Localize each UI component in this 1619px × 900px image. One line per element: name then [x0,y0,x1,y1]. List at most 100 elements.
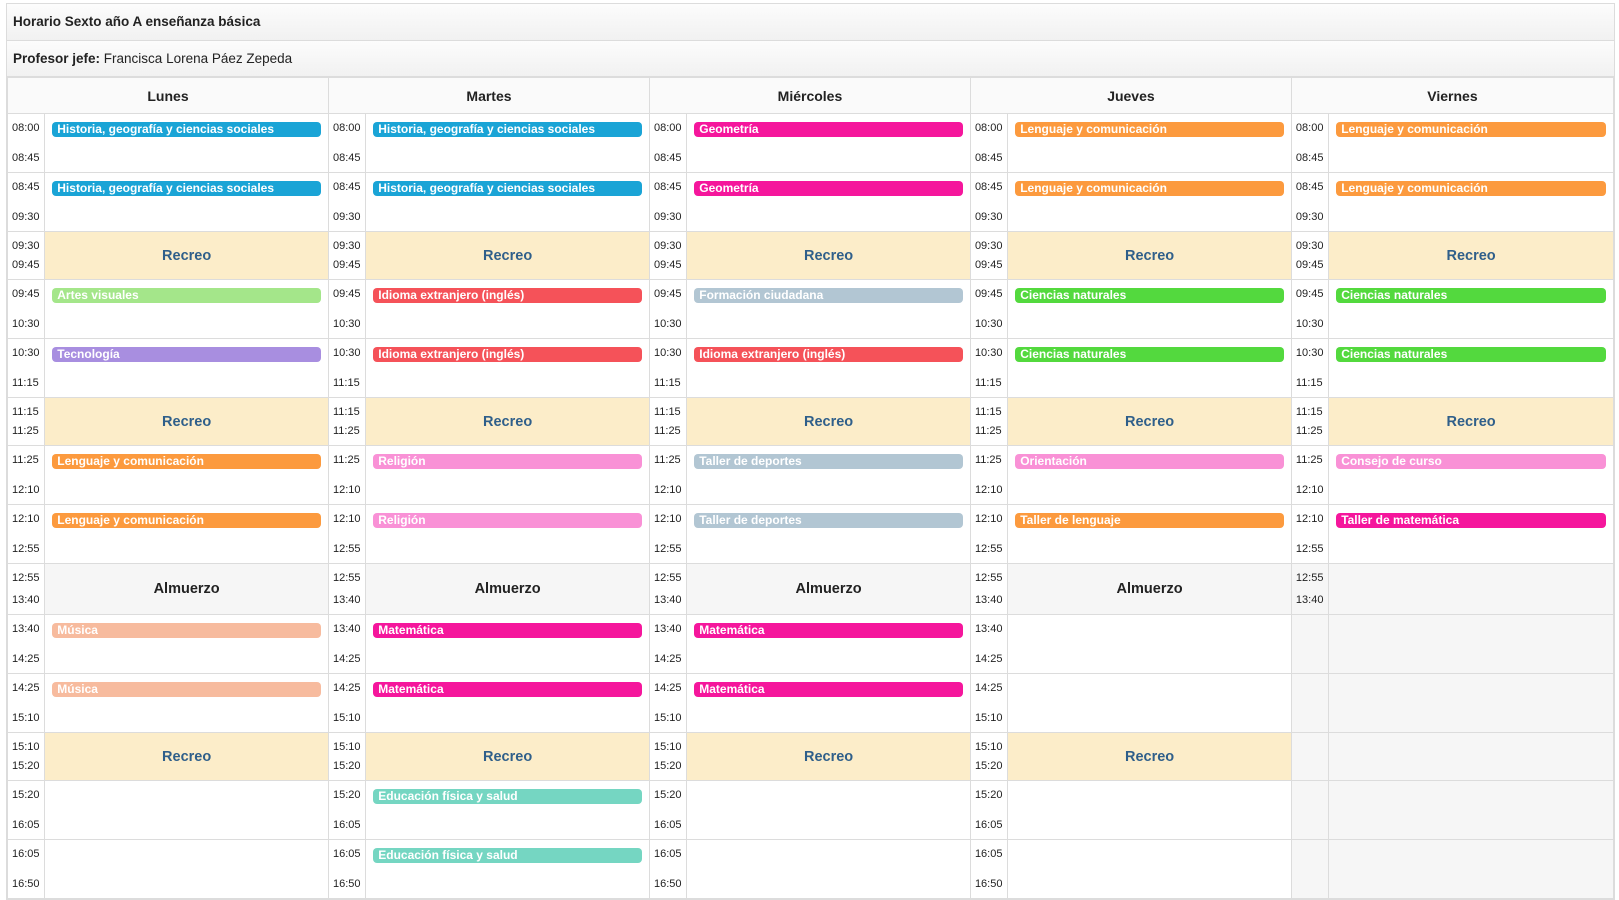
end-time: 12:55 [332,543,361,555]
start-time: 08:45 [974,181,1003,193]
start-time: 09:30 [332,240,361,252]
subject-pill[interactable]: Orientación [1015,454,1284,469]
time-cell: 08:00 08:45 [327,113,367,173]
subject-pill[interactable]: Idioma extranjero (inglés) [373,347,642,362]
start-time: 09:30 [653,240,682,252]
end-time: 12:55 [12,543,40,555]
subject-pill[interactable]: Música [52,623,321,638]
subject-pill[interactable]: Religión [373,454,642,469]
start-time: 09:30 [974,240,1003,252]
subject-pill[interactable]: Lenguaje y comunicación [52,454,321,469]
subject-pill[interactable]: Taller de matemática [1336,513,1606,528]
subject-pill[interactable]: Geometría [694,122,963,137]
subject-pill[interactable]: Historia, geografía y ciencias sociales [52,181,321,196]
subject-pill[interactable]: Tecnología [52,347,321,362]
start-time: 10:30 [974,347,1003,359]
subject-pill[interactable]: Lenguaje y comunicación [52,513,321,528]
end-time: 16:05 [12,819,40,831]
start-time: 12:55 [332,572,361,584]
end-time: 11:15 [12,377,39,389]
start-time: 15:10 [332,741,361,753]
subject-pill[interactable]: Taller de deportes [694,513,963,528]
schedule-row: 12:10 12:55 Lenguaje y comunicación 12:10 12… [6,504,1614,564]
end-time: 09:30 [332,211,361,223]
subject-pill[interactable]: Artes visuales [52,288,321,303]
time-cell: 11:15 11:25 [1290,397,1330,446]
class-cell: Taller de matemática [1328,504,1614,564]
start-time: 12:55 [1295,572,1324,584]
time-cell: 14:25 15:10 [327,673,367,733]
class-cell: Historia, geografía y ciencias sociales [365,113,650,173]
start-time: 11:25 [974,454,1002,466]
break-cell: Recreo [44,231,329,280]
subject-pill[interactable]: Historia, geografía y ciencias sociales [373,181,642,196]
end-time: 09:45 [12,259,40,271]
end-time: 09:30 [653,211,682,223]
start-time: 11:15 [12,406,39,418]
empty-cell [44,839,329,899]
subject-pill[interactable]: Taller de lenguaje [1015,513,1284,528]
subject-pill[interactable]: Lenguaje y comunicación [1336,122,1606,137]
subject-pill[interactable]: Idioma extranjero (inglés) [694,347,963,362]
start-time: 12:10 [332,513,361,525]
end-time: 13:40 [653,594,682,606]
teacher-line: Profesor jefe: Francisca Lorena Páez Zep… [7,41,1614,77]
start-time: 15:20 [12,789,40,801]
start-time: 08:45 [653,181,682,193]
time-cell: 09:45 10:30 [969,279,1009,339]
subject-pill[interactable]: Educación física y salud [373,789,642,804]
end-time: 15:20 [332,760,361,772]
subject-pill[interactable]: Taller de deportes [694,454,963,469]
class-cell: Matemática [686,614,971,674]
time-cell [1290,673,1330,733]
subject-pill[interactable]: Historia, geografía y ciencias sociales [52,122,321,137]
subject-pill[interactable]: Ciencias naturales [1015,347,1284,362]
class-cell: Orientación [1007,445,1292,505]
time-cell: 16:05 16:50 [648,839,688,899]
time-cell [1290,614,1330,674]
subject-pill[interactable]: Ciencias naturales [1336,347,1606,362]
subject-pill[interactable]: Ciencias naturales [1336,288,1606,303]
schedule-row: 08:00 08:45 Historia, geografía y ciencias… [6,113,1614,173]
subject-pill[interactable]: Lenguaje y comunicación [1015,181,1284,196]
subject-pill[interactable]: Geometría [694,181,963,196]
subject-pill[interactable]: Matemática [373,682,642,697]
subject-pill[interactable]: Lenguaje y comunicación [1336,181,1606,196]
end-time: 12:55 [653,543,682,555]
start-time: 08:00 [1295,122,1324,134]
subject-pill[interactable]: Consejo de curso [1336,454,1606,469]
teacher-label: Profesor jefe: [13,51,101,66]
break-cell: Recreo [1007,732,1292,781]
end-time: 10:30 [1295,318,1324,330]
subject-pill[interactable]: Lenguaje y comunicación [1015,122,1284,137]
subject-pill[interactable]: Historia, geografía y ciencias sociales [373,122,642,137]
day-header-jueves: Jueves [969,77,1292,114]
subject-pill[interactable]: Matemática [694,682,963,697]
class-cell: Formación ciudadana [686,279,971,339]
class-cell: Matemática [365,673,650,733]
subject-pill[interactable]: Formación ciudadana [694,288,963,303]
time-cell: 15:20 16:05 [6,780,46,840]
end-time: 16:05 [653,819,682,831]
time-cell: 08:45 09:30 [1290,172,1330,232]
time-cell: 15:10 15:20 [6,732,46,781]
subject-pill[interactable]: Religión [373,513,642,528]
time-cell [1290,732,1330,781]
time-cell: 10:30 11:15 [327,338,367,398]
end-time: 13:40 [12,594,40,606]
end-time: 12:10 [974,484,1003,496]
subject-pill[interactable]: Música [52,682,321,697]
subject-pill[interactable]: Matemática [694,623,963,638]
subject-pill[interactable]: Idioma extranjero (inglés) [373,288,642,303]
end-time: 12:55 [1295,543,1324,555]
break-cell: Recreo [686,231,971,280]
subject-pill[interactable]: Ciencias naturales [1015,288,1284,303]
subject-pill[interactable]: Matemática [373,623,642,638]
class-cell: Lenguaje y comunicación [44,445,329,505]
schedule-row: 09:30 09:45 Recreo 09:30 09:45 Recreo 09:30 09:… [6,231,1614,280]
start-time: 09:30 [1295,240,1324,252]
time-cell: 15:10 15:20 [969,732,1009,781]
class-cell: Educación física y salud [365,780,650,840]
start-time: 15:10 [653,741,682,753]
subject-pill[interactable]: Educación física y salud [373,848,642,863]
